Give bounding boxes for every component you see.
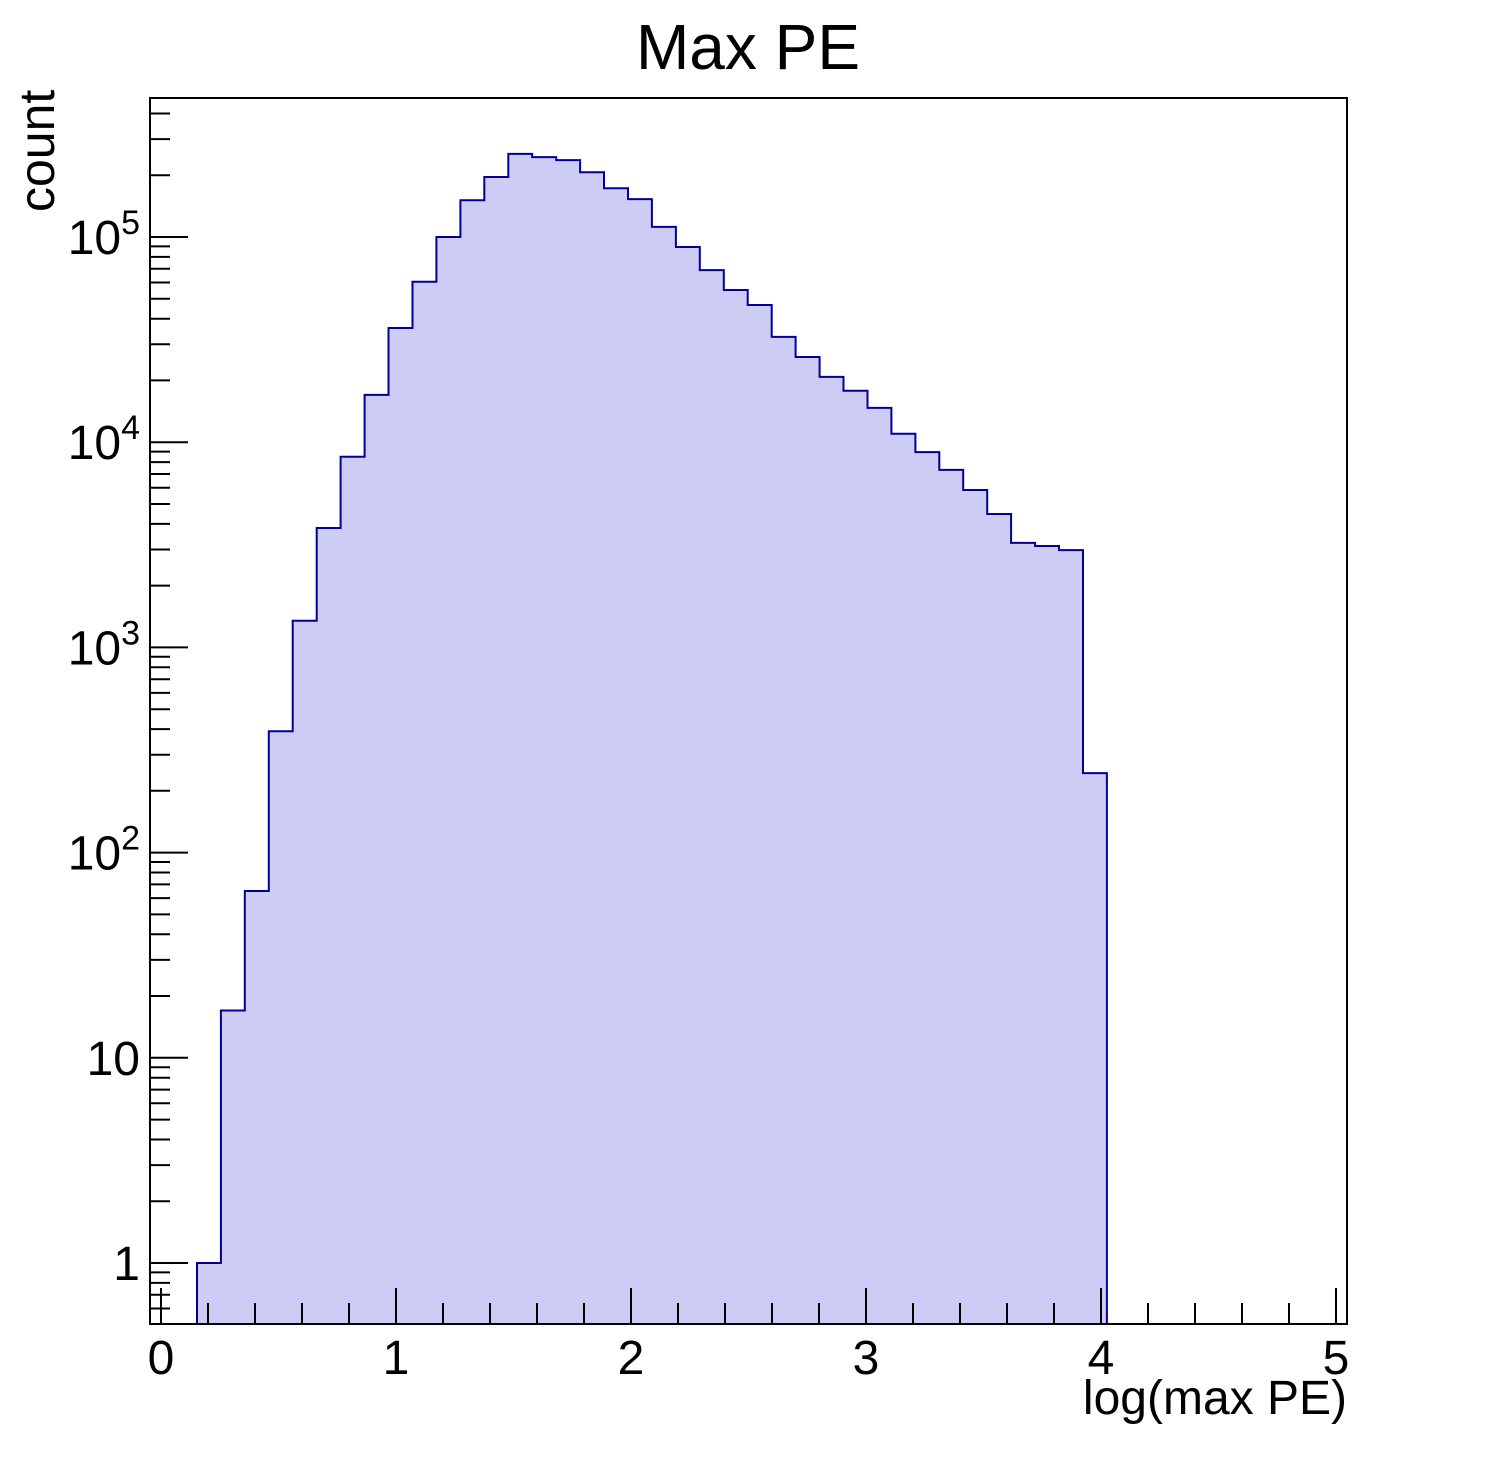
y-tick-label: 104 bbox=[68, 409, 140, 470]
y-tick-label: 10 bbox=[87, 1033, 140, 1086]
x-tick-label: 5 bbox=[1323, 1332, 1350, 1385]
histogram-fill bbox=[197, 153, 1107, 1324]
histogram-series bbox=[196, 152, 1108, 1324]
x-tick-label: 2 bbox=[618, 1332, 645, 1385]
x-tick-label: 0 bbox=[148, 1332, 175, 1385]
y-tick-label: 105 bbox=[68, 204, 140, 265]
x-tick-label: 1 bbox=[383, 1332, 410, 1385]
axis-ticks bbox=[150, 112, 1337, 1324]
histogram-outline bbox=[196, 152, 1108, 1324]
y-axis-label: count bbox=[9, 90, 65, 212]
x-tick-label: 3 bbox=[853, 1332, 880, 1385]
y-tick-label: 103 bbox=[68, 614, 140, 675]
x-tick-label: 4 bbox=[1088, 1332, 1115, 1385]
plot-frame bbox=[149, 97, 1348, 1325]
y-tick-label: 102 bbox=[68, 820, 140, 881]
x-axis-label: log(max PE) bbox=[1083, 1372, 1347, 1425]
chart-title: Max PE bbox=[636, 11, 860, 83]
y-tick-label: 1 bbox=[113, 1238, 140, 1291]
